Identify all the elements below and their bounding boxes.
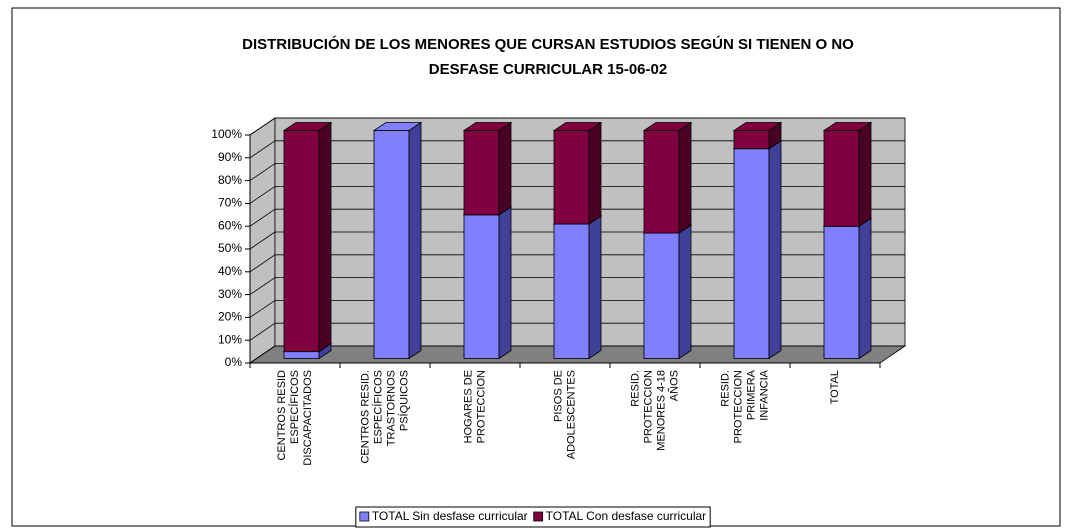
bar-side — [498, 121, 512, 216]
bar-segment — [283, 351, 320, 359]
bar-side — [678, 224, 692, 360]
x-tick-label: PROTECCION — [642, 370, 654, 443]
grid-line — [249, 322, 276, 341]
chart-title: DISTRIBUCIÓN DE LOS MENORES QUE CURSAN E… — [242, 35, 854, 53]
legend-label: TOTAL Sin desfase curricular — [372, 509, 528, 523]
x-tick-label: TOTAL — [829, 370, 841, 404]
legend-label: TOTAL Con desfase curricular — [546, 509, 707, 523]
x-tick-label: RESID. — [719, 370, 731, 407]
bar-segment — [373, 130, 410, 359]
chart-title: DESFASE CURRICULAR 15-06-02 — [429, 61, 667, 78]
grid-line — [249, 163, 276, 181]
legend-swatch — [359, 511, 370, 522]
x-tick-label: PSÍQUICOS — [397, 370, 410, 431]
y-tick-label: 80% — [218, 173, 242, 187]
bar-top — [552, 122, 603, 131]
x-tick-label: RESID. — [629, 370, 641, 407]
bar-segment — [463, 130, 500, 216]
bar-top — [642, 122, 693, 131]
bar-segment — [553, 223, 590, 359]
bar-segment — [733, 130, 770, 150]
x-tick-label: DISCAPACITADOS — [302, 370, 314, 466]
bar-side — [858, 121, 872, 228]
grid-line — [249, 208, 276, 227]
grid-line — [249, 254, 276, 273]
grid-line — [249, 300, 276, 318]
x-tick-label: INFANCIA — [758, 369, 770, 420]
x-tick-label: CENTROS RESID. — [359, 370, 371, 464]
bar-segment — [463, 214, 500, 359]
grid-line — [249, 345, 276, 364]
grid-line — [249, 231, 276, 250]
bar-side — [588, 121, 602, 225]
grid-line — [249, 140, 276, 159]
x-tick-label: HOGARES DE — [462, 370, 474, 443]
y-tick-label: 40% — [218, 264, 242, 278]
bar-side — [498, 206, 512, 360]
bar-top — [462, 122, 513, 131]
y-tick-label: 20% — [218, 310, 242, 324]
y-tick-label: 100% — [211, 127, 242, 141]
x-tick-label: PROTECCION — [732, 370, 744, 443]
x-tick-label: ESPECÍFICOS — [288, 370, 301, 444]
legend-box — [355, 506, 711, 528]
bar-segment — [823, 225, 860, 359]
bar-side — [768, 139, 782, 360]
bar-segment — [643, 130, 680, 234]
legend-swatch — [533, 511, 544, 522]
grid-line — [249, 277, 276, 295]
y-tick-label: 90% — [218, 150, 242, 164]
legend: TOTAL Sin desfase curricular TOTAL Con de… — [355, 506, 711, 528]
x-tick-label: PRIMERA — [745, 369, 757, 420]
x-tick-label: ESPECÍFICOS — [371, 370, 384, 444]
bar-segment — [643, 232, 680, 359]
x-tick-label: PROTECCION — [475, 370, 487, 443]
bar-top — [372, 122, 423, 131]
bar-segment — [283, 130, 320, 353]
bar-top — [822, 122, 873, 131]
bar-side — [678, 121, 692, 234]
bar-segment — [553, 130, 590, 225]
bar-side — [408, 121, 422, 360]
x-tick-label: MENORES 4-18 — [655, 370, 667, 451]
bar-top — [282, 122, 333, 131]
x-tick-label: PISOS DE — [552, 370, 564, 422]
grid-line — [249, 117, 276, 136]
y-tick-label: 30% — [218, 287, 242, 301]
x-tick-label: TRASTORNOS — [385, 370, 397, 446]
y-tick-label: 60% — [218, 218, 242, 232]
bar-side — [588, 215, 602, 360]
y-tick-label: 70% — [218, 196, 242, 210]
y-tick-label: 50% — [218, 241, 242, 255]
x-tick-label: CENTROS RESID — [276, 370, 288, 461]
bar-segment — [733, 148, 770, 359]
bar-side — [318, 121, 332, 353]
bar-side — [858, 217, 872, 360]
y-tick-label: 10% — [218, 332, 242, 346]
bar-top — [732, 122, 783, 131]
grid-line — [249, 186, 276, 204]
x-tick-label: AÑOS — [667, 370, 680, 401]
x-tick-label: ADOLESCENTES — [565, 370, 577, 459]
bar-segment — [823, 130, 860, 227]
y-tick-label: 0% — [225, 355, 243, 369]
